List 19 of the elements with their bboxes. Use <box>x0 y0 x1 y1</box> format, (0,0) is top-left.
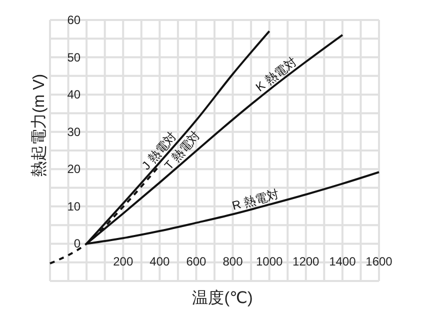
x-tick-label: 1400 <box>329 254 356 269</box>
y-tick-label: 10 <box>67 199 81 214</box>
y-tick-label: 40 <box>67 88 81 102</box>
x-axis-title: 温度(℃) <box>192 289 253 307</box>
text: K 熱電対 <box>253 54 300 94</box>
y-tick-label: 50 <box>67 50 81 64</box>
x-tick-label: 400 <box>150 254 170 269</box>
y-tick-label: 60 <box>67 13 81 27</box>
y-tick-label: 0 <box>74 236 81 251</box>
y-tick-label: 30 <box>67 124 81 139</box>
x-tick-label: 200 <box>113 254 134 269</box>
x-tick-label: 600 <box>186 254 207 269</box>
x-tick-label: 1600 <box>366 254 393 269</box>
text: R 熱電対 <box>230 187 281 213</box>
y-axis-title: 熱起電力(m V) <box>30 74 48 178</box>
x-tick-label: 1200 <box>292 254 320 269</box>
x-tick-label: 800 <box>222 254 244 269</box>
x-tick-label: 1000 <box>256 254 284 269</box>
y-tick-label: 20 <box>67 162 81 176</box>
